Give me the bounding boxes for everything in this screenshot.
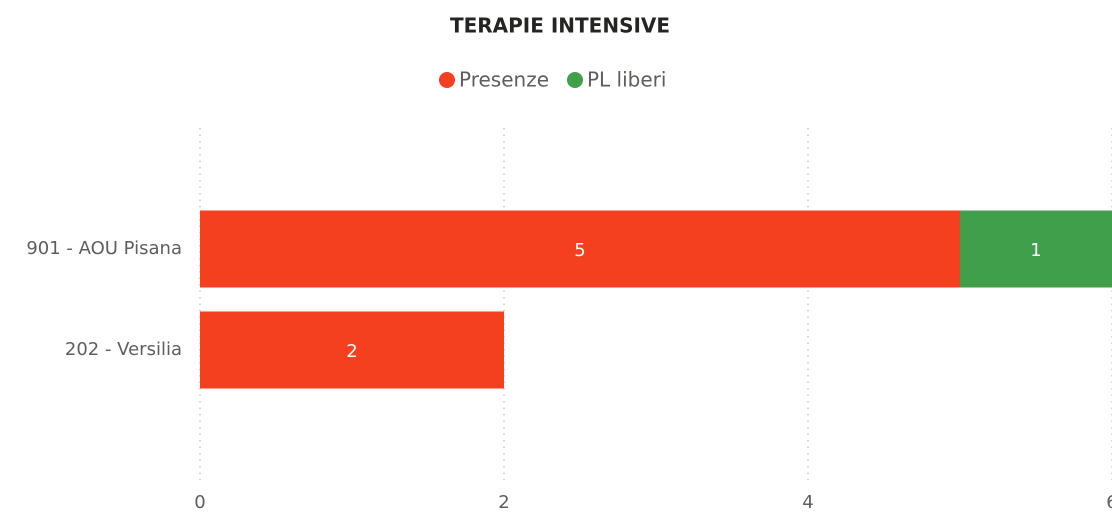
legend-label: PL liberi [587, 68, 666, 92]
x-tick-label: 0 [194, 492, 205, 513]
data-label: 1 [1030, 240, 1041, 261]
data-label: 5 [574, 240, 585, 261]
bar-segment [960, 210, 1112, 288]
x-tick-label: 6 [1106, 492, 1112, 513]
data-label: 2 [346, 341, 357, 362]
bar-segment [200, 311, 504, 389]
legend-marker [439, 72, 455, 88]
y-tick-label: 202 - Versilia [65, 339, 182, 360]
legend-marker [567, 72, 583, 88]
bar-segment [200, 210, 960, 288]
y-tick-label: 901 - AOU Pisana [26, 238, 182, 259]
legend-label: Presenze [459, 68, 549, 92]
x-tick-label: 2 [498, 492, 509, 513]
x-tick-label: 4 [802, 492, 813, 513]
chart-title: TERAPIE INTENSIVE [450, 14, 670, 38]
